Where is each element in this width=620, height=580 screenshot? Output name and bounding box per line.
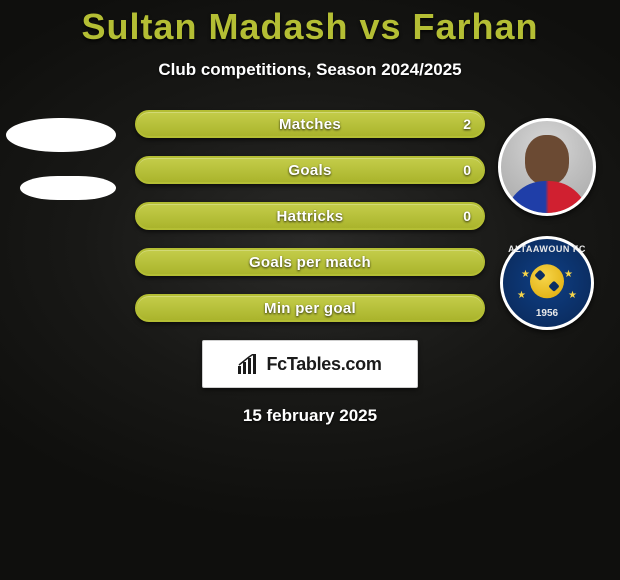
stat-left-value xyxy=(137,250,161,274)
player-left-column xyxy=(6,118,126,200)
badge-ball-icon xyxy=(530,264,564,298)
club-name: ALTAAWOUN FC xyxy=(503,244,591,254)
stat-bar-goals-per-match: Goals per match xyxy=(135,248,485,276)
badge-star-icon: ★ xyxy=(521,269,530,280)
stat-label: Goals per match xyxy=(249,254,371,271)
stat-right-value: 2 xyxy=(451,112,483,136)
stat-right-value: 0 xyxy=(451,158,483,182)
player-left-club-placeholder xyxy=(20,176,116,200)
player-right-column: ALTAAWOUN FC ★ ★ ★ ★ 1956 xyxy=(492,118,602,330)
stat-right-value xyxy=(459,250,483,274)
stat-left-value xyxy=(137,204,161,228)
stat-left-value xyxy=(137,158,161,182)
stat-label: Hattricks xyxy=(277,208,344,225)
date: 15 february 2025 xyxy=(0,406,620,426)
player-right-avatar xyxy=(498,118,596,216)
stat-label: Matches xyxy=(279,116,341,133)
stat-label: Min per goal xyxy=(264,300,356,317)
badge-star-icon: ★ xyxy=(517,290,526,301)
stat-label: Goals xyxy=(288,162,331,179)
player-right-club-badge: ALTAAWOUN FC ★ ★ ★ ★ 1956 xyxy=(500,236,594,330)
stat-left-value xyxy=(137,112,161,136)
player-left-avatar-placeholder xyxy=(6,118,116,152)
stat-bar-goals: Goals 0 xyxy=(135,156,485,184)
stat-bar-min-per-goal: Min per goal xyxy=(135,294,485,322)
stat-left-value xyxy=(137,296,161,320)
badge-star-icon: ★ xyxy=(568,290,577,301)
stat-right-value: 0 xyxy=(451,204,483,228)
stat-bar-hattricks: Hattricks 0 xyxy=(135,202,485,230)
brand-text: FcTables.com xyxy=(266,354,381,375)
subtitle: Club competitions, Season 2024/2025 xyxy=(0,60,620,80)
bar-chart-icon xyxy=(238,354,260,374)
stat-right-value xyxy=(459,296,483,320)
stat-bars: Matches 2 Goals 0 Hattricks 0 Goals per … xyxy=(135,110,485,322)
brand-box: FcTables.com xyxy=(202,340,418,388)
club-year: 1956 xyxy=(503,308,591,319)
badge-star-icon: ★ xyxy=(564,269,573,280)
stat-bar-matches: Matches 2 xyxy=(135,110,485,138)
page-title: Sultan Madash vs Farhan xyxy=(0,0,620,48)
